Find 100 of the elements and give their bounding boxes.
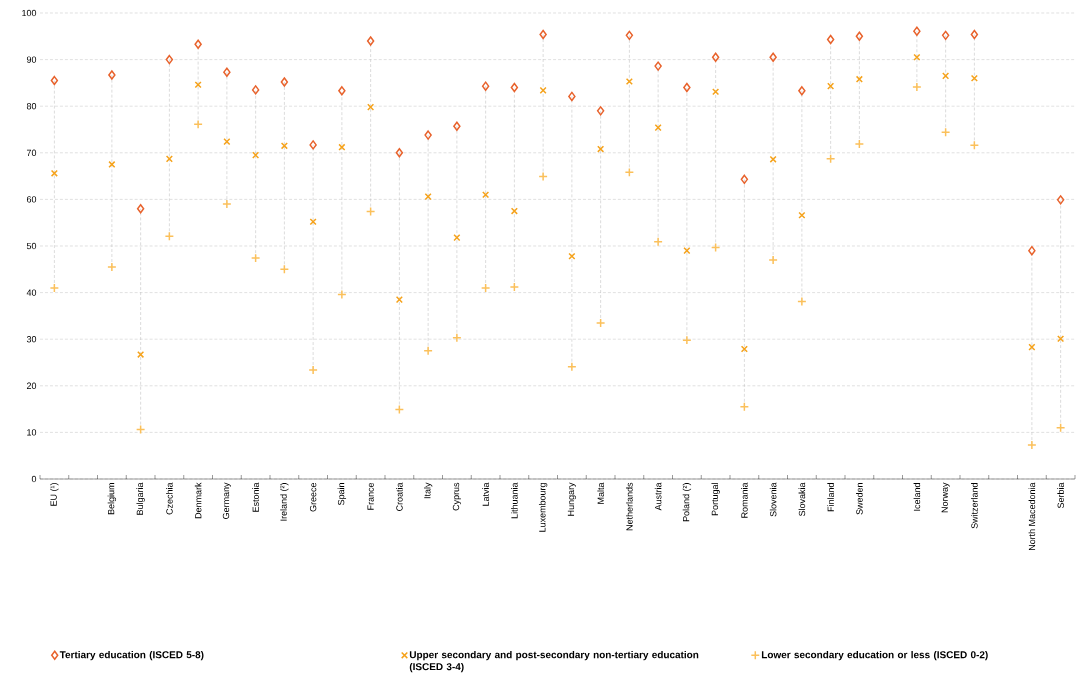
x-tick-label: Greece [309, 482, 317, 512]
point [136, 203, 145, 214]
x-tick-label: Belgium [107, 483, 117, 515]
point [798, 86, 806, 96]
point [509, 282, 520, 292]
point [395, 148, 404, 158]
point [596, 106, 605, 116]
y-tick-label: 100 [22, 9, 37, 17]
x-tick-label: Germany [222, 482, 231, 519]
point [739, 402, 750, 412]
x-tick-label: Serbia [1057, 482, 1064, 509]
point [164, 231, 175, 241]
x-tick-label: Finland [827, 483, 834, 512]
y-tick-label: 40 [26, 289, 37, 296]
y-tick-label: 20 [26, 382, 37, 389]
y-tick-label: 30 [26, 336, 37, 343]
point [912, 82, 922, 92]
point [797, 296, 807, 307]
x-tick-label: Norway [941, 482, 950, 513]
point [595, 318, 606, 328]
point [452, 333, 462, 343]
point [223, 67, 231, 77]
point [625, 30, 634, 41]
x-tick-label: Austria [654, 482, 662, 511]
point [1027, 440, 1037, 450]
point [222, 199, 232, 209]
point [366, 36, 375, 46]
point [913, 26, 921, 36]
point [682, 335, 692, 345]
x-tick-label: Croatia [396, 482, 403, 511]
point [165, 54, 174, 65]
legend-label: Tertiary education (ISCED 5-8) [59, 650, 204, 661]
point [683, 82, 691, 93]
point [480, 283, 491, 293]
y-tick-label: 80 [26, 103, 37, 110]
x-tick-label: Switzerland [971, 483, 978, 529]
point [653, 237, 663, 247]
x-tick-label: Slovakia [798, 482, 806, 517]
legend-label: Lower secondary education or less (ISCED 0-2) [761, 650, 988, 661]
x-tick-label: Portugal [711, 483, 720, 516]
point [970, 29, 979, 40]
point [539, 29, 547, 40]
point [108, 70, 116, 80]
x-tick-label: Latvia [482, 482, 489, 506]
point [194, 39, 202, 49]
point [137, 351, 145, 359]
point [309, 140, 317, 150]
point [1028, 343, 1036, 351]
x-tick-label: Hungary [567, 482, 576, 516]
x-tick-label: Spain [337, 483, 347, 506]
x-tick-label: Denmark [194, 482, 202, 519]
x-tick-label: France [367, 482, 374, 510]
y-tick-label: 0 [31, 475, 37, 483]
x-tick-label: Romania [741, 482, 748, 518]
x-tick-label: Slovenia [769, 482, 777, 517]
point [338, 86, 346, 96]
x-tick-label: Malta [597, 482, 604, 504]
x-tick-label: Estonia [252, 482, 259, 512]
point [481, 81, 490, 91]
point [1056, 195, 1065, 205]
point [855, 31, 864, 42]
point [337, 289, 347, 300]
x-tick-label: Lithuania [511, 482, 518, 519]
x-tick-label: Czechia [166, 482, 173, 515]
x-tick-label: Italy [423, 482, 433, 499]
point [740, 174, 749, 185]
x-tick-label: EU (¹) [50, 483, 59, 506]
point [711, 52, 720, 62]
point [424, 130, 432, 140]
point [1028, 245, 1036, 256]
point [280, 77, 289, 87]
legend-label: Upper secondary and post-secondary non-tertiary education (ISCED 3-4) [409, 650, 699, 673]
x-tick-label: Cyprus [452, 482, 461, 511]
x-tick-label: North Macedonia [1028, 482, 1036, 551]
point [769, 52, 777, 62]
point [107, 262, 117, 272]
x-tick-label: Ireland (²) [280, 483, 289, 521]
point [423, 346, 433, 356]
point [50, 75, 59, 86]
point [768, 255, 778, 265]
point [193, 119, 203, 130]
x-tick-label: Sweden [856, 483, 863, 515]
point [453, 121, 461, 131]
x-tick-label: Poland (²) [682, 483, 692, 522]
point [567, 361, 577, 372]
point [49, 283, 60, 293]
point [308, 365, 318, 375]
x-tick-label: Iceland [913, 483, 921, 511]
point [941, 30, 950, 41]
point [510, 82, 519, 93]
point [825, 154, 836, 164]
point [538, 171, 548, 182]
y-tick-label: 60 [26, 196, 37, 203]
point [250, 253, 261, 263]
y-tick-label: 70 [26, 149, 37, 156]
point [568, 91, 576, 102]
y-tick-label: 10 [27, 429, 37, 436]
point [654, 61, 662, 71]
point [251, 85, 260, 95]
y-tick-label: 90 [26, 56, 37, 63]
